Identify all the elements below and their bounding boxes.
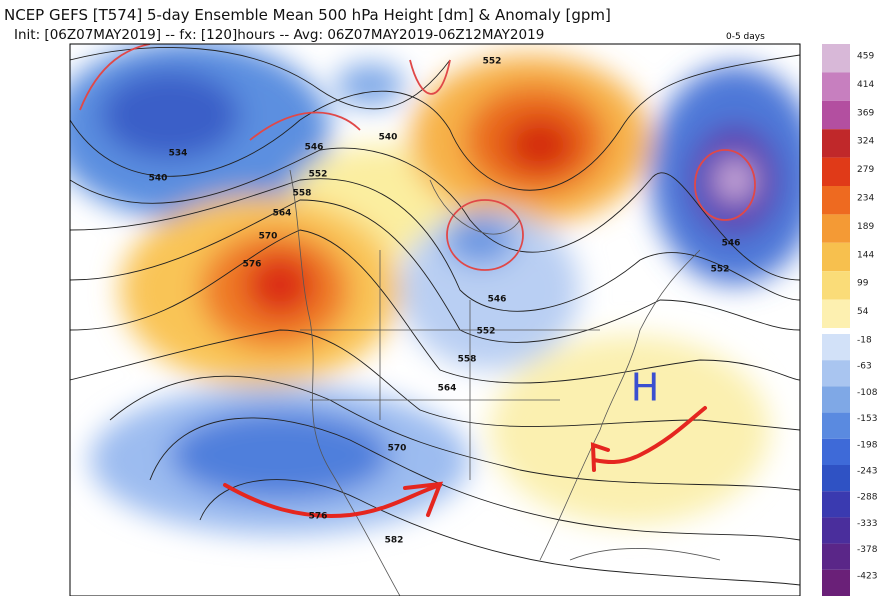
- contour-label: 570: [259, 232, 278, 242]
- flow-arrows: [223, 406, 707, 518]
- colorbar-swatch: [822, 334, 850, 361]
- colorbar-swatch: [822, 129, 850, 158]
- contour-label: 552: [711, 265, 730, 275]
- period: 0-5 days: [726, 32, 765, 42]
- title: NCEP GEFS [T574] 5-day Ensemble Mean 500…: [4, 6, 611, 24]
- contour-label: 540: [379, 133, 398, 143]
- colorbar-swatch: [822, 157, 850, 186]
- colorbar-label: 99: [857, 279, 869, 289]
- colorbar-label: 414: [857, 80, 874, 90]
- contour-label: 564: [273, 209, 292, 219]
- colorbar-swatch: [822, 72, 850, 101]
- contour-label: 540: [149, 174, 168, 184]
- colorbar-label: 324: [857, 137, 874, 147]
- colorbar-swatch: [822, 186, 850, 215]
- colorbar-swatch: [822, 569, 850, 596]
- colorbar-swatch: [822, 360, 850, 387]
- colorbar-swatch: [822, 242, 850, 272]
- colorbar-label: 459: [857, 52, 874, 62]
- colorbar-label: 54: [857, 307, 869, 317]
- colorbar: 459 414 369 324 279 234 189 144 99 54 -18 -63 -108 -1…: [822, 44, 878, 596]
- contour-label: 576: [243, 260, 262, 270]
- colorbar-swatch: [822, 517, 850, 544]
- contour-label: 564: [438, 384, 457, 394]
- colorbar-swatch: [822, 100, 850, 130]
- contour-label: 558: [293, 189, 312, 199]
- colorbar-label: 144: [857, 250, 874, 260]
- anomaly-contours: [79, 44, 756, 271]
- colorbar-swatch: [822, 386, 850, 413]
- colorbar-label: -333: [857, 519, 877, 529]
- colorbar-label: -288: [857, 493, 878, 503]
- colorbar-swatch: [822, 438, 850, 465]
- subtitle: Init: [06Z07MAY2019] -- fx: [120]hours -…: [14, 27, 544, 43]
- colorbar-swatch: [822, 465, 850, 492]
- map: H 534 540 546 552 558 564 570 576 552 54…: [70, 44, 800, 596]
- colorbar-label: -153: [857, 414, 877, 424]
- colorbar-label: 369: [857, 108, 874, 118]
- height-contours: [70, 47, 800, 586]
- contour-label: 570: [388, 444, 407, 454]
- colorbar-swatch: [822, 543, 850, 570]
- colorbar-label: -378: [857, 545, 878, 555]
- map-frame: [69, 43, 801, 596]
- colorbar-swatch: [822, 491, 850, 518]
- colorbar-swatch: [822, 271, 850, 300]
- colorbar-label: -63: [857, 362, 872, 372]
- coastlines: [289, 169, 721, 596]
- contour-label: 546: [722, 239, 741, 249]
- contour-label: 582: [385, 536, 404, 546]
- colorbar-label: -108: [857, 388, 878, 398]
- contour-label: 546: [305, 143, 324, 153]
- contour-label: 552: [309, 170, 328, 180]
- colorbar-swatch: [822, 412, 850, 439]
- colorbar-label: 189: [857, 222, 874, 232]
- colorbar-label: -423: [857, 571, 877, 581]
- annotation: H: [631, 366, 660, 410]
- contour-label: 552: [483, 57, 502, 67]
- colorbar-label: -18: [857, 336, 872, 346]
- contour-label: 576: [309, 512, 328, 522]
- contour-labels: 534 540 546 552 558 564 570 576 552 546 …: [149, 57, 741, 546]
- colorbar-swatch: [822, 299, 850, 328]
- colorbar-label: -243: [857, 467, 877, 477]
- colorbar-label: -198: [857, 440, 878, 450]
- colorbar-swatch: [822, 214, 850, 243]
- contour-label: 546: [488, 295, 507, 305]
- colorbar-swatch: [822, 44, 850, 73]
- contour-label: 534: [169, 149, 188, 159]
- colorbar-label: 279: [857, 165, 874, 175]
- contour-label: 558: [458, 355, 477, 365]
- contour-label: 552: [477, 327, 496, 337]
- colorbar-label: 234: [857, 194, 874, 204]
